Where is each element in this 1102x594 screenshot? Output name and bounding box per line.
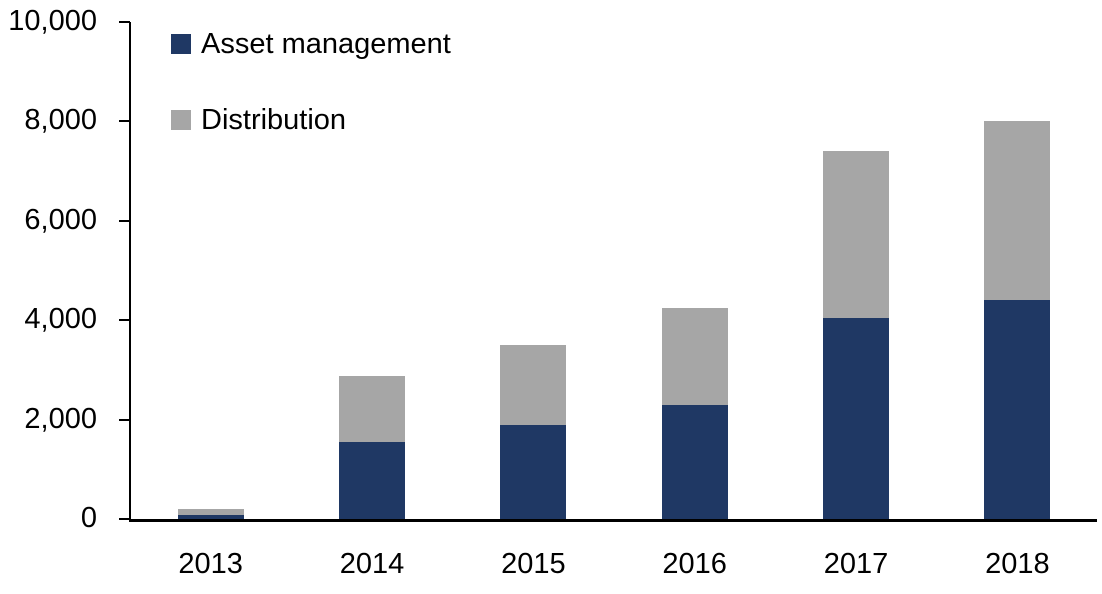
bar-segment-distribution-2016 <box>661 307 728 405</box>
x-tick-label-2017: 2017 <box>823 548 889 580</box>
y-tick-mark <box>119 21 130 23</box>
x-tick-label-2015: 2015 <box>501 548 566 580</box>
legend-label-distribution: Distribution <box>201 104 347 136</box>
y-tick-label: 4,000 <box>24 303 97 336</box>
bar-segment-asset-management-2016 <box>661 404 728 519</box>
bar-segment-distribution-2018 <box>984 121 1051 301</box>
y-axis-line <box>129 22 131 522</box>
legend-swatch-distribution-icon <box>171 110 191 130</box>
y-tick-label: 10,000 <box>8 5 97 37</box>
x-tick-label-2016: 2016 <box>662 548 727 580</box>
legend-swatch-asset-management-icon <box>171 34 191 54</box>
legend-label-asset-management: Asset management <box>201 28 451 60</box>
bar-segment-distribution-2014 <box>339 376 405 442</box>
x-tick-label-2014: 2014 <box>339 548 405 580</box>
y-tick-mark <box>119 120 130 123</box>
x-axis-line <box>129 519 1097 522</box>
bar-segment-asset-management-2014 <box>339 441 405 519</box>
y-tick-label: 8,000 <box>24 104 97 137</box>
bar-segment-asset-management-2017 <box>823 317 889 519</box>
y-tick-mark <box>119 219 130 222</box>
bar-segment-distribution-2013 <box>177 509 244 515</box>
x-tick-label-2018: 2018 <box>985 548 1050 580</box>
x-tick-label-2013: 2013 <box>178 548 243 580</box>
legend-item-asset-management: Asset management <box>171 28 451 60</box>
legend: Asset management Distribution <box>171 28 451 136</box>
y-tick-mark <box>119 518 130 520</box>
bar-segment-asset-management-2018 <box>984 300 1051 519</box>
y-tick-label: 0 <box>80 502 97 534</box>
y-tick-mark <box>119 418 130 421</box>
y-tick-label: 6,000 <box>24 203 97 236</box>
bar-segment-asset-management-2015 <box>500 424 567 519</box>
bar-segment-asset-management-2013 <box>177 515 244 519</box>
bar-segment-distribution-2017 <box>823 151 889 318</box>
y-tick-mark <box>119 319 130 322</box>
bar-segment-distribution-2015 <box>500 345 567 425</box>
legend-item-distribution: Distribution <box>171 104 451 136</box>
y-tick-label: 2,000 <box>24 402 97 435</box>
